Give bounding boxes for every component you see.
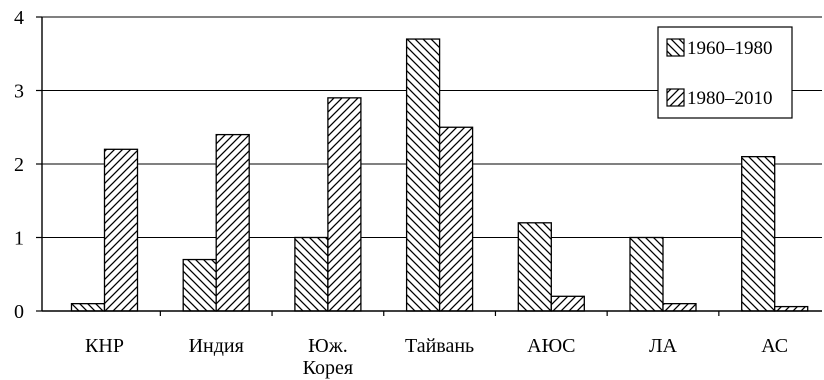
x-tick-label: ЛА [648,335,677,357]
bar-series-2-cat-3 [327,97,362,312]
bar-series-2-cat-1 [103,148,139,312]
legend-label-series-1: 1960–1980 [687,38,773,59]
y-tick-label: 3 [14,81,24,103]
bar-series-1-cat-7 [741,155,776,312]
x-tick-label: АЮС [527,335,576,357]
legend: 1960–1980 1980–2010 [657,26,793,119]
y-tick-label: 1 [14,228,24,250]
x-tick-label: АС [761,335,789,357]
x-tick-label: Тайвань [405,335,475,357]
bar-series-1-cat-2 [182,258,217,312]
legend-label-series-2: 1980–2010 [687,88,773,109]
bar-series-2-cat-2 [215,133,250,312]
bar-series-1-cat-4 [405,38,441,312]
axes: 0 1 2 3 4 [14,7,822,323]
bar-series-1-cat-6 [629,236,664,312]
bar-series-2-cat-4 [438,126,474,312]
x-tick-label: Индия [188,335,244,357]
y-tick-label: 2 [14,154,24,176]
bar-series-2-cat-6 [662,302,697,312]
x-tick-label: Юж. Корея [302,335,354,379]
x-tick-label: КНР [85,335,124,357]
y-tick-label: 0 [14,301,24,323]
bar-series-1-cat-3 [294,236,329,312]
legend-swatch-series-1 [666,38,685,57]
bar-series-1-cat-1 [70,302,106,312]
legend-swatch-series-2 [666,88,685,107]
bar-series-2-cat-5 [550,295,585,312]
y-tick-label: 4 [14,7,24,29]
bar-series-1-cat-5 [517,222,552,312]
